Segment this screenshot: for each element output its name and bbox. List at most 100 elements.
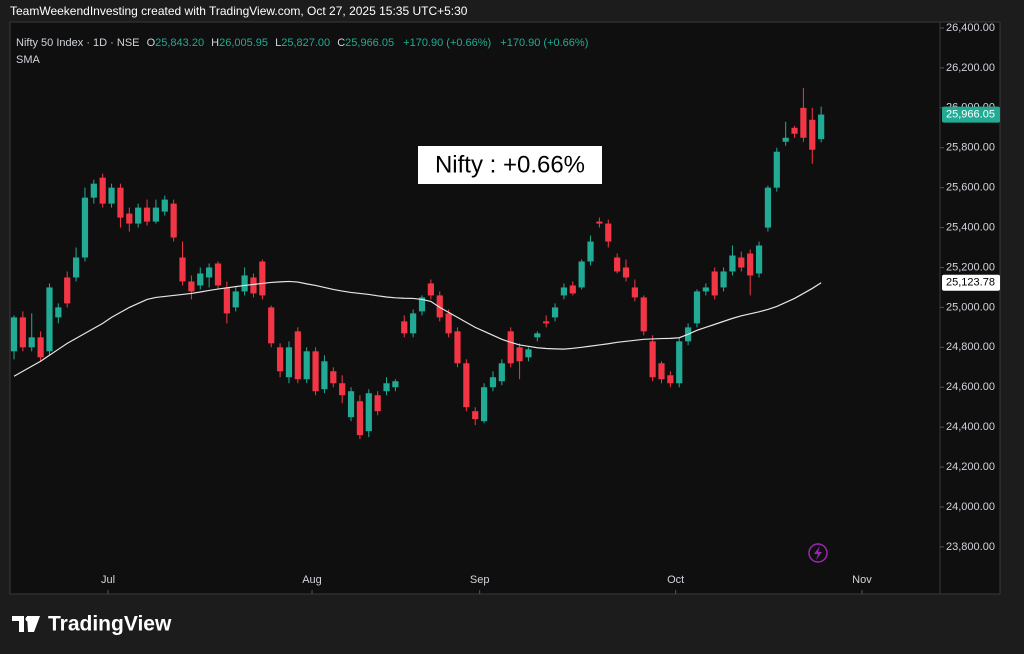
candle-body xyxy=(161,199,168,212)
candle-body xyxy=(241,275,248,292)
y-tick-label: 23,800.00 xyxy=(946,541,995,553)
o-key: O xyxy=(147,37,156,49)
change-value: +170.90 (+0.66%) xyxy=(403,37,491,49)
candle-body xyxy=(19,317,26,348)
candle-body xyxy=(711,271,718,296)
high-value: 26,005.95 xyxy=(219,37,268,49)
candle-body xyxy=(64,277,71,304)
candle-body xyxy=(232,291,239,308)
candle-body xyxy=(569,285,576,294)
candle-body xyxy=(507,331,514,364)
candle-body xyxy=(90,183,97,198)
candle-body xyxy=(250,277,257,294)
candle-body xyxy=(676,341,683,384)
candle-body xyxy=(747,253,754,276)
candle-body xyxy=(55,307,62,318)
candle-body xyxy=(170,203,177,238)
candle-body xyxy=(445,313,452,334)
y-tick-label: 25,800.00 xyxy=(946,142,995,154)
candle-body xyxy=(738,257,745,268)
y-tick-label: 25,200.00 xyxy=(946,261,995,273)
candle-body xyxy=(605,223,612,242)
x-tick-label: Jul xyxy=(101,574,115,586)
candle-body xyxy=(649,341,656,378)
candle-body xyxy=(72,257,80,278)
y-tick-label: 25,600.00 xyxy=(946,182,995,194)
candle-body xyxy=(179,257,186,282)
y-tick-label: 26,400.00 xyxy=(946,22,995,34)
candle-body xyxy=(356,401,364,436)
candle-body xyxy=(374,395,381,412)
candle-body xyxy=(516,347,523,362)
candle-body xyxy=(427,283,434,296)
candle-body xyxy=(117,187,124,218)
candle-body xyxy=(587,241,594,262)
candle-body xyxy=(28,337,35,348)
candle-body xyxy=(276,347,284,372)
chart-pane xyxy=(9,21,1001,595)
sma-price-label: 25,123.78 xyxy=(946,277,995,289)
candle-body xyxy=(312,351,319,392)
candle-body xyxy=(631,287,638,298)
candle-body xyxy=(347,391,355,418)
alert-icon xyxy=(808,543,828,563)
candle-body xyxy=(658,363,665,380)
candle-body xyxy=(410,313,417,334)
candle-body xyxy=(401,321,408,334)
candle-body xyxy=(480,387,488,422)
candle-body xyxy=(543,321,550,324)
candle-body xyxy=(330,371,337,384)
x-tick-label: Oct xyxy=(667,574,684,586)
candle-body xyxy=(81,197,89,258)
candle-body xyxy=(259,261,266,296)
candle-body xyxy=(294,331,301,380)
candle-body xyxy=(640,297,647,332)
y-tick-label: 25,000.00 xyxy=(946,301,995,313)
x-tick-label: Aug xyxy=(302,574,322,586)
y-tick-label: 25,400.00 xyxy=(946,221,995,233)
watermark: TradingView xyxy=(48,613,172,636)
candle-body xyxy=(782,137,789,142)
indicator-name: SMA xyxy=(16,54,41,66)
candle-body xyxy=(365,393,372,432)
y-tick-label: 24,200.00 xyxy=(946,461,995,473)
candle-body xyxy=(10,317,18,352)
low-value: 25,827.00 xyxy=(281,37,330,49)
open-value: 25,843.20 xyxy=(155,37,204,49)
candle-body xyxy=(791,127,798,134)
legend-line: Nifty 50 Index · 1D · NSE O25,843.20 H26… xyxy=(16,37,588,49)
candle-body xyxy=(498,363,505,382)
candle-body xyxy=(126,213,133,224)
candle-body xyxy=(214,263,222,286)
symbol: Nifty 50 Index · 1D · NSE xyxy=(16,37,140,49)
y-tick-label: 24,400.00 xyxy=(946,421,995,433)
y-tick-label: 24,800.00 xyxy=(946,341,995,353)
candle-body xyxy=(454,331,461,364)
candle-body xyxy=(693,291,701,324)
credit: TeamWeekendInvesting created with Tradin… xyxy=(10,4,468,18)
candle-body xyxy=(223,287,230,314)
plot: 23,800.00 24,000.00 24,200.00 24,400.00 24,6… xyxy=(10,22,1000,594)
candle-body xyxy=(800,107,807,138)
candle-body xyxy=(472,411,479,420)
candle-body xyxy=(152,207,160,222)
candle-body xyxy=(614,257,621,272)
x-tick-label: Sep xyxy=(470,574,490,586)
last-price-label: 25,966.05 xyxy=(946,109,995,121)
candle-body xyxy=(197,273,204,286)
sma-price-tag xyxy=(942,274,1000,291)
candle-body xyxy=(418,297,426,312)
candle-body xyxy=(773,151,780,188)
candle-body xyxy=(108,187,115,204)
candle-body xyxy=(534,333,541,338)
candle-body xyxy=(578,261,585,288)
candle-body xyxy=(818,114,825,140)
candle-body xyxy=(188,281,195,292)
candle-body xyxy=(392,381,399,388)
candle-body xyxy=(755,245,763,274)
annotation: Nifty : +0.66% xyxy=(435,151,585,178)
logo xyxy=(12,616,40,632)
candle-body xyxy=(143,207,151,222)
